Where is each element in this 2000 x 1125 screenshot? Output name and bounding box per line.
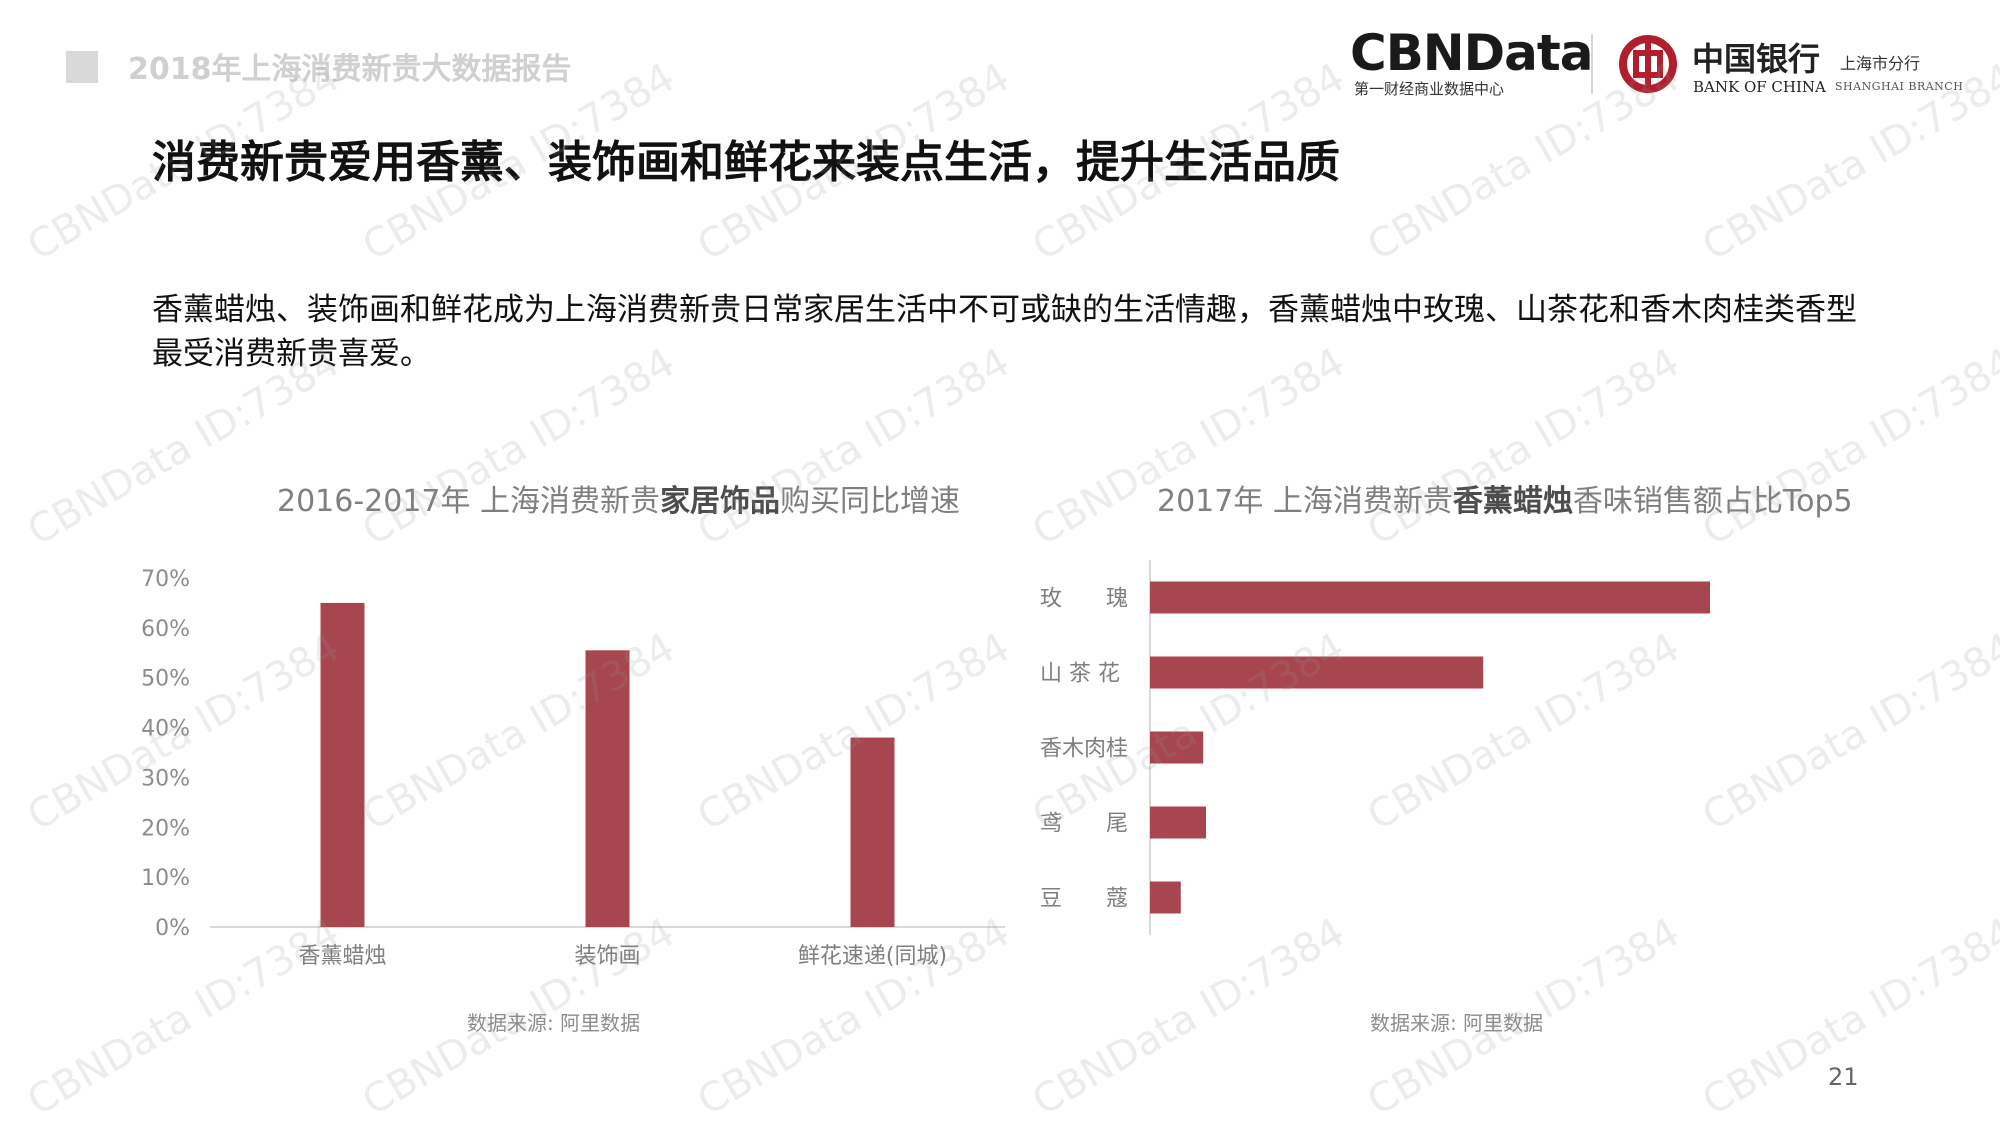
chart2-title-prefix: 2017年 上海消费新贵 — [1157, 484, 1453, 519]
chart1-bar — [850, 737, 895, 927]
bank-of-china-english-name: BANK OF CHINA — [1693, 78, 1826, 96]
chart1-title-prefix: 2016-2017年 上海消费新贵 — [277, 484, 661, 519]
chart1-title: 2016-2017年 上海消费新贵家居饰品购买同比增速 — [277, 476, 960, 520]
chart2-category-label: 鸢 尾 — [1040, 812, 1128, 837]
chart1-x-tick-label: 鲜花速递(同城) — [798, 944, 947, 969]
chart1-bar — [585, 650, 630, 927]
chart1-y-tick-label: 10% — [141, 866, 190, 891]
chart2-bar — [1150, 806, 1206, 839]
chart2-source: 数据来源: 阿里数据 — [1370, 1011, 1544, 1035]
chart2-category-label: 豆 蔻 — [1040, 887, 1128, 912]
chart1-y-tick-label: 50% — [141, 667, 190, 692]
chart2-category-label: 香木肉桂 — [1040, 737, 1128, 762]
chart2-title: 2017年 上海消费新贵香薰蜡烛香味销售额占比Top5 — [1157, 476, 1853, 520]
page-number: 21 — [1828, 1063, 1859, 1091]
bank-of-china-chinese-name: 中国银行 — [1692, 40, 1821, 78]
chart2-title-bold: 香薰蜡烛 — [1452, 484, 1573, 519]
chart1-source: 数据来源: 阿里数据 — [467, 1011, 641, 1035]
chart1-title-suffix: 购买同比增速 — [780, 484, 961, 519]
logo-divider — [1591, 34, 1593, 94]
chart2-bar — [1150, 731, 1204, 764]
report-title: 2018年上海消费新贵大数据报告 — [128, 52, 572, 87]
chart1-y-tick-label: 70% — [141, 567, 190, 592]
cbndata-logo-text: CBNData — [1350, 24, 1594, 82]
cbndata-logo-subtitle: 第一财经商业数据中心 — [1354, 80, 1505, 98]
chart2-category-label: 山 茶 花 — [1040, 662, 1120, 687]
bank-of-china-branch-english: SHANGHAI BRANCH — [1835, 80, 1964, 93]
chart1-bar — [320, 602, 365, 927]
header-square — [66, 51, 98, 83]
chart2-bar — [1150, 581, 1710, 614]
chart1-title-bold: 家居饰品 — [660, 484, 781, 519]
chart2-bar — [1150, 656, 1484, 689]
chart2-title-suffix: 香味销售额占比Top5 — [1572, 484, 1853, 519]
chart1-x-tick-label: 装饰画 — [574, 944, 640, 969]
chart1-x-tick-label: 香薰蜡烛 — [298, 944, 386, 969]
chart1-y-tick-label: 60% — [141, 617, 190, 642]
cbndata-logo: CBNData 第一财经商业数据中心 — [1350, 24, 1594, 99]
chart1-y-tick-label: 0% — [155, 916, 190, 941]
chart1-y-tick-label: 30% — [141, 766, 190, 791]
chart2-category-label: 玫 瑰 — [1040, 587, 1128, 612]
chart1-y-tick-label: 20% — [141, 816, 190, 841]
bank-of-china-branch-chinese: 上海市分行 — [1840, 54, 1921, 73]
bank-of-china-emblem-icon — [1619, 35, 1677, 93]
chart2-bar — [1150, 881, 1181, 914]
chart1-y-tick-label: 40% — [141, 717, 190, 742]
summary-text: 香薰蜡烛、装饰画和鲜花成为上海消费新贵日常家居生活中不可或缺的生活情趣，香薰蜡烛… — [152, 292, 1857, 372]
page-title: 消费新贵爱用香薰、装饰画和鲜花来装点生活，提升生活品质 — [152, 137, 1340, 188]
